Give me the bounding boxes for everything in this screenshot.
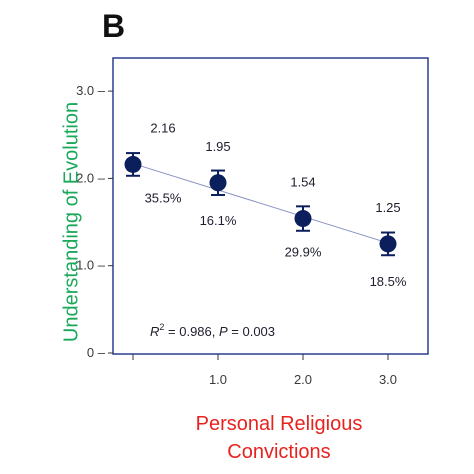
percent-label: 16.1% bbox=[200, 213, 237, 228]
x-tick-label: 2.0 bbox=[294, 372, 312, 387]
p-value: = 0.003 bbox=[228, 324, 275, 339]
value-label: 1.54 bbox=[290, 175, 315, 190]
y-tick-label: 1.0 – bbox=[76, 258, 106, 273]
x-axis-label: Personal Religious Convictions bbox=[143, 410, 415, 466]
data-point bbox=[379, 235, 397, 253]
plot-frame bbox=[112, 57, 429, 355]
data-point bbox=[124, 155, 142, 173]
panel-letter: B bbox=[102, 8, 126, 44]
r-value: = 0.986, bbox=[164, 324, 219, 339]
x-axis-label-line-1: Personal Religious bbox=[195, 413, 363, 435]
data-point bbox=[294, 210, 312, 228]
data-point bbox=[209, 174, 227, 192]
y-tick-label: 0 – bbox=[87, 345, 106, 360]
stats-annotation: R2 = 0.986, P = 0.003 bbox=[150, 322, 275, 339]
value-label: 2.16 bbox=[150, 120, 175, 135]
y-tick-label: 2.0 – bbox=[76, 170, 106, 185]
r-superscript: 2 bbox=[159, 322, 164, 332]
value-label: 1.25 bbox=[375, 200, 400, 215]
percent-label: 18.5% bbox=[370, 274, 407, 289]
fit-line bbox=[132, 163, 389, 244]
axes: 0 – 1.0 – 2.0 – 3.0 – 1.0 2.0 3.0 bbox=[76, 83, 397, 387]
x-tick-label: 1.0 bbox=[209, 372, 227, 387]
x-axis-label-line-2: Convictions bbox=[227, 441, 331, 463]
p-symbol: P bbox=[219, 324, 228, 339]
r-symbol: R bbox=[150, 324, 159, 339]
value-label: 1.95 bbox=[205, 139, 230, 154]
percent-label: 29.9% bbox=[285, 245, 322, 260]
percent-label: 35.5% bbox=[145, 190, 182, 205]
x-tick-label: 3.0 bbox=[379, 372, 397, 387]
data-marks: 2.16 35.5% 1.95 16.1% 1.54 29.9% 1.25 18.5% bbox=[124, 120, 407, 289]
y-axis-label: Understanding of Evolution bbox=[60, 101, 83, 343]
y-tick-label: 3.0 – bbox=[76, 83, 106, 98]
